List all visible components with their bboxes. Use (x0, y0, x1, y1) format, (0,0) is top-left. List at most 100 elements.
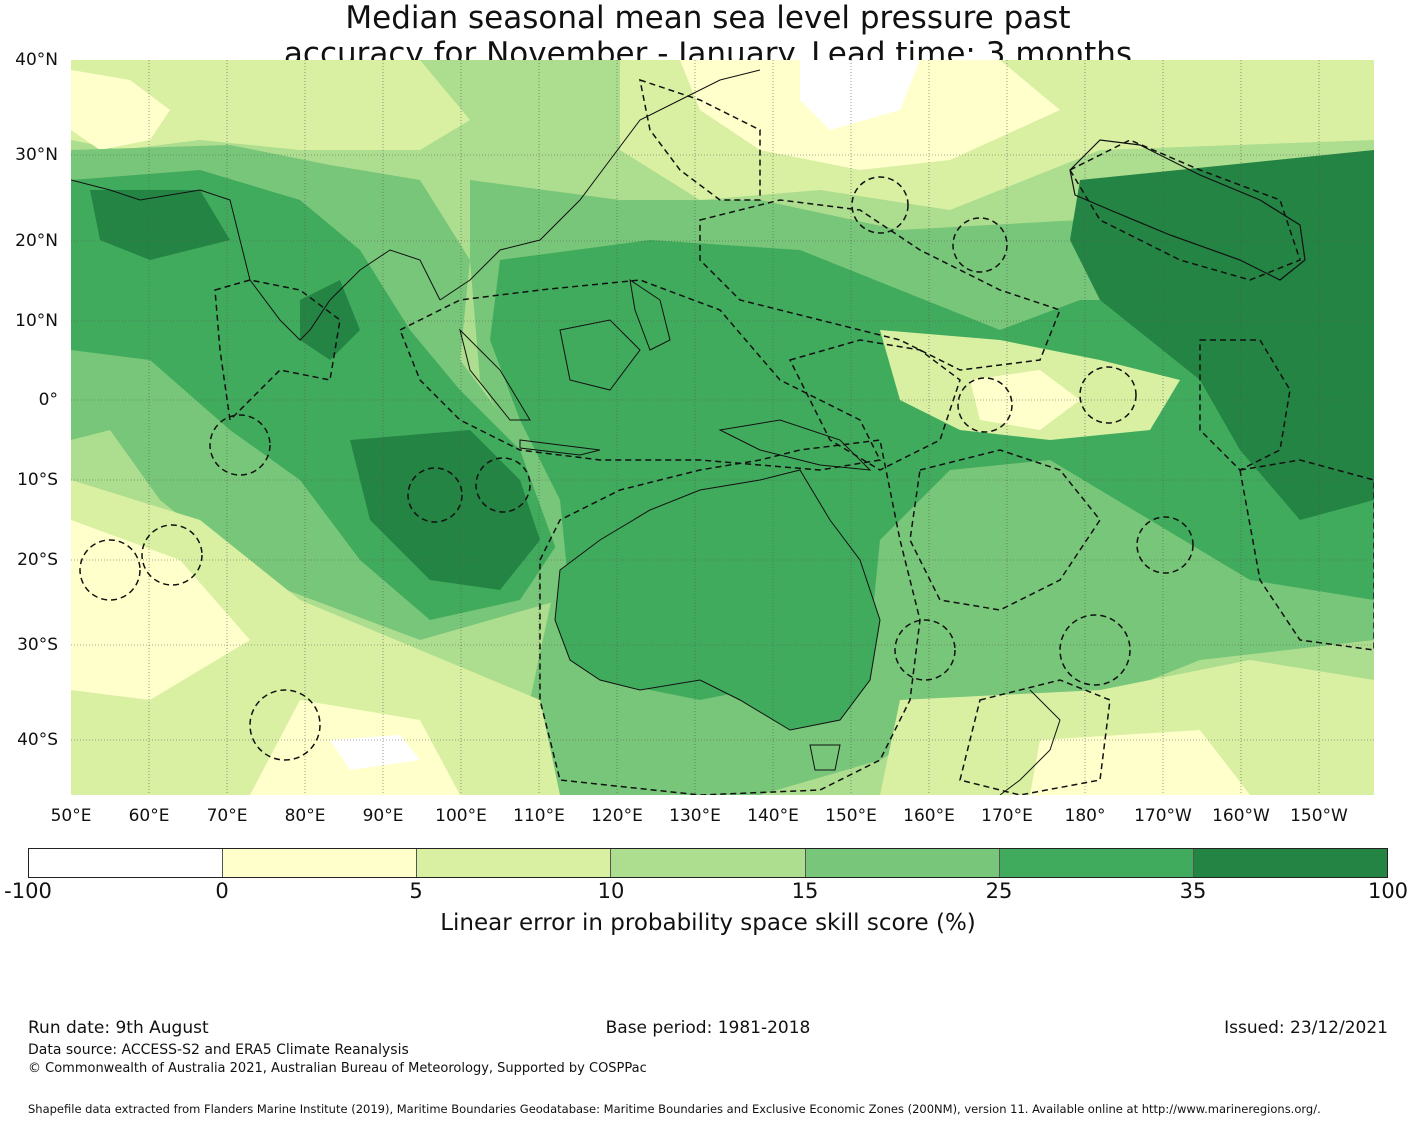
eez-circle-reunion (141, 524, 203, 586)
eez-india (214, 279, 341, 422)
eez-circle-howland (1079, 366, 1137, 424)
lon-label: 130°E (669, 806, 721, 826)
shading-pale-nw (71, 70, 170, 150)
lat-label: 10°N (15, 311, 58, 331)
eez-circle-nauru (957, 377, 1013, 433)
eez-circle-chagos (407, 467, 463, 523)
eez-png-solomons (788, 339, 961, 471)
shading-darkest-pacific-ne (1070, 150, 1374, 520)
eez-circle-wake (851, 176, 909, 234)
eez-micronesia (699, 199, 1061, 371)
lon-label: 100°E (435, 806, 487, 826)
shading-pale-south (71, 520, 250, 700)
coast-sumatra (459, 328, 531, 421)
colorbar-segment (223, 849, 418, 877)
eez-hawaii (1068, 139, 1301, 281)
lat-label: 20°S (17, 550, 58, 570)
lon-label: 90°E (362, 806, 404, 826)
lat-label: 30°S (17, 635, 58, 655)
skill-shading (71, 60, 1374, 795)
lon-label: 160°W (1212, 806, 1270, 826)
eez-fiji-vanuatu (909, 449, 1101, 611)
shading-light-south (71, 480, 560, 795)
coast-new-zealand (999, 689, 1061, 795)
lat-label: 40°S (17, 730, 58, 750)
lat-label: 20°N (15, 231, 58, 251)
colorbar-segment (611, 849, 806, 877)
lon-label: 180° (1064, 806, 1106, 826)
colorbar-tick: 25 (985, 879, 1013, 903)
lon-label: 120°E (591, 806, 643, 826)
coast-borneo (559, 319, 641, 391)
eez-french-polynesia (1239, 459, 1374, 651)
coast-east-asia (439, 69, 761, 301)
issued-date: Issued: 23/12/2021 (1224, 1018, 1388, 1038)
graticule (71, 60, 1374, 795)
copyright: © Commonwealth of Australia 2021, Austra… (28, 1061, 647, 1076)
coast-java (519, 439, 601, 456)
colorbar-tick: -100 (4, 879, 52, 903)
lat-label: 0° (38, 390, 58, 410)
colorbar-tick: 35 (1179, 879, 1207, 903)
lat-label: 40°N (15, 50, 58, 70)
eez-new-zealand (959, 679, 1111, 795)
eez-australia (539, 439, 921, 795)
skill-map (71, 60, 1374, 795)
eez-circle-kermadec (1059, 614, 1131, 686)
coast-new-guinea (718, 419, 872, 471)
australia-land (555, 470, 880, 730)
colorbar-tick: 5 (409, 879, 423, 903)
colorbar-tick: 10 (597, 879, 625, 903)
eez-circle-johnston (952, 217, 1008, 273)
shading-darkest-central (350, 430, 540, 590)
colorbar-segment (1193, 849, 1387, 877)
lon-label: 80°E (284, 806, 326, 826)
colorbar-segment (417, 849, 612, 877)
lon-label: 70°E (206, 806, 248, 826)
eez-boundaries (79, 78, 1374, 795)
coast-tasmania (809, 744, 841, 771)
shading-light-se (880, 660, 1374, 795)
shapefile-credit: Shapefile data extracted from Flanders M… (28, 1102, 1321, 1116)
colorbar (28, 848, 1388, 878)
eez-indonesia (399, 279, 882, 471)
eez-circle-christmas (475, 457, 531, 513)
lon-label: 50°E (50, 806, 92, 826)
eez-circle-amsterdam (249, 689, 321, 761)
base-period: Base period: 1981-2018 (605, 1018, 811, 1038)
colorbar-segment (805, 849, 1000, 877)
lon-label: 170°E (981, 806, 1033, 826)
lon-label: 150°E (825, 806, 877, 826)
lat-label: 30°N (15, 145, 58, 165)
coastlines (71, 69, 1061, 795)
lon-label: 170°W (1134, 806, 1192, 826)
shading-pale-se (1030, 730, 1250, 795)
colorbar-tick: 15 (791, 879, 819, 903)
lon-label: 140°E (747, 806, 799, 826)
lon-label: 150°W (1290, 806, 1348, 826)
eez-circle-maldives (209, 414, 271, 476)
shading-light-nw (71, 60, 470, 150)
hawaii-eez-solid (1069, 139, 1306, 281)
map-title-line-1: Median seasonal mean sea level pressure … (345, 0, 1071, 36)
run-date: Run date: 9th August (28, 1018, 209, 1038)
colorbar-tick: 100 (1367, 879, 1409, 903)
eez-kiribati-line (1199, 339, 1291, 471)
shading-darkest-west (90, 190, 230, 260)
eez-circle-lord-howe (894, 619, 956, 681)
data-source: Data source: ACCESS-S2 and ERA5 Climate … (28, 1042, 409, 1058)
lon-label: 60°E (128, 806, 170, 826)
colorbar-segment (999, 849, 1194, 877)
shading-darkest-bay (300, 280, 360, 360)
eez-japan (639, 78, 761, 201)
coast-philippines (629, 278, 671, 351)
colorbar-label: Linear error in probability space skill … (440, 910, 976, 936)
eez-circle-mauritius (79, 539, 141, 601)
lat-label: 10°S (17, 470, 58, 490)
lon-label: 160°E (903, 806, 955, 826)
shading-white-south (330, 735, 420, 770)
eez-circle-wallis (1136, 516, 1194, 574)
shading-white-north (800, 60, 920, 130)
colorbar-tick: 0 (215, 879, 229, 903)
lon-label: 110°E (513, 806, 565, 826)
